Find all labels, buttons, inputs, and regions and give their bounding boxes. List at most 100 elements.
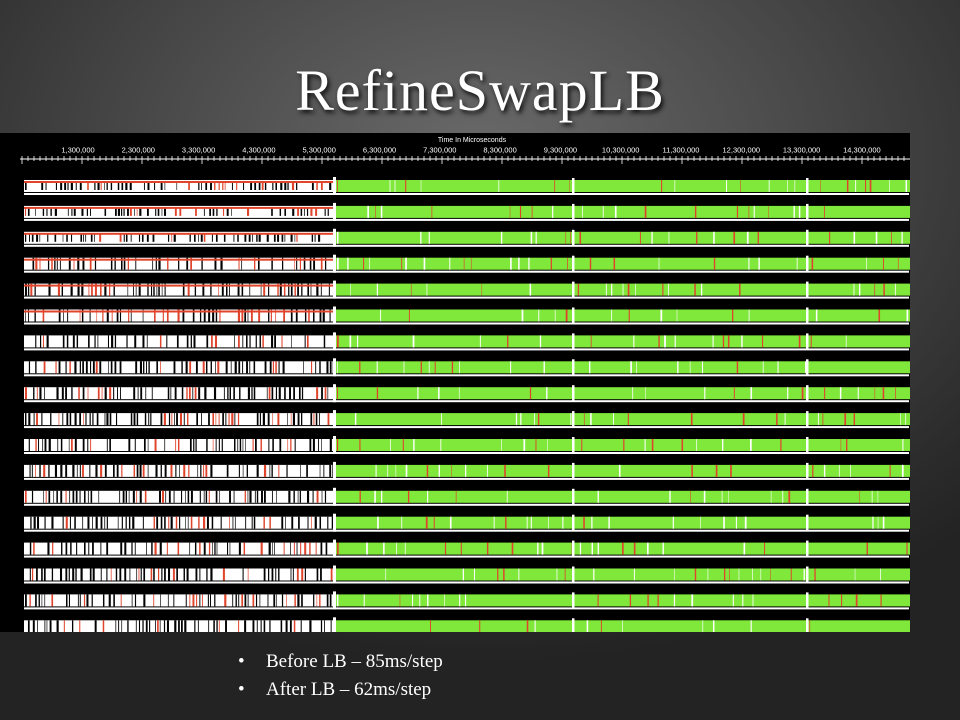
activity-stripe [166, 309, 169, 322]
activity-stripe [104, 413, 106, 426]
activity-stripe [627, 413, 629, 426]
activity-stripe [611, 309, 613, 322]
activity-stripe [249, 283, 251, 296]
activity-stripe [69, 413, 72, 426]
activity-stripe [449, 257, 451, 270]
activity-stripe [214, 335, 218, 348]
activity-stripe [185, 516, 186, 529]
before-lb-segment [24, 361, 334, 374]
activity-stripe [565, 231, 567, 244]
activity-stripe [748, 205, 750, 218]
row-separator [24, 374, 909, 377]
activity-stripe [905, 180, 908, 192]
activity-stripe [237, 283, 240, 296]
activity-stripe [146, 207, 149, 216]
activity-stripe [35, 594, 37, 607]
activity-stripe [713, 257, 716, 270]
activity-stripe [350, 283, 351, 296]
activity-stripe [99, 283, 102, 296]
activity-stripe [189, 233, 191, 242]
activity-stripe [30, 516, 32, 529]
activity-stripe [184, 620, 187, 632]
activity-stripe [646, 542, 649, 555]
activity-stripe [88, 283, 90, 296]
activity-stripe [636, 361, 638, 374]
phase-boundary [333, 617, 336, 632]
activity-stripe [647, 594, 649, 607]
activity-stripe [28, 439, 30, 451]
activity-stripe [263, 283, 266, 296]
activity-stripe [86, 594, 89, 607]
activity-stripe [244, 233, 247, 242]
phase-boundary [806, 540, 809, 557]
activity-stripe [299, 257, 301, 270]
activity-stripe [81, 283, 84, 296]
activity-stripe [651, 439, 654, 451]
activity-stripe [300, 620, 302, 632]
activity-stripe [150, 283, 153, 296]
activity-stripe [591, 516, 593, 529]
activity-stripe [44, 594, 46, 607]
activity-stripe [844, 413, 847, 426]
activity-stripe [319, 516, 322, 529]
activity-stripe [226, 283, 228, 296]
activity-stripe [130, 309, 132, 322]
activity-stripe [160, 361, 161, 374]
activity-stripe [119, 309, 122, 322]
activity-stripe [547, 439, 548, 451]
activity-stripe [272, 182, 274, 190]
activity-stripe [673, 594, 676, 607]
phase-boundary [806, 203, 809, 220]
activity-stripe [291, 516, 294, 529]
activity-stripe [316, 490, 319, 503]
activity-stripe [664, 335, 666, 348]
activity-stripe [159, 620, 161, 632]
row-separator [24, 322, 909, 325]
activity-stripe [43, 361, 46, 374]
activity-stripe [277, 413, 280, 426]
after-lb-segment [335, 205, 910, 218]
activity-stripe [110, 568, 112, 581]
activity-stripe [327, 207, 329, 216]
phase-boundary [806, 592, 809, 609]
activity-stripe [857, 387, 859, 400]
before-lb-segment [24, 387, 334, 400]
activity-stripe [164, 182, 166, 190]
processor-row [24, 513, 910, 532]
activity-stripe [853, 283, 855, 296]
activity-stripe [263, 490, 266, 503]
tick-label: 10,300,000 [602, 146, 640, 155]
activity-stripe [880, 594, 882, 607]
activity-stripe [511, 542, 514, 555]
activity-stripe [668, 283, 669, 296]
activity-stripe [321, 439, 322, 451]
activity-stripe [405, 180, 407, 192]
phase-boundary [333, 591, 336, 610]
activity-stripe [280, 182, 283, 190]
activity-stripe [121, 620, 123, 632]
activity-stripe [127, 620, 129, 632]
activity-stripe [153, 594, 155, 607]
activity-stripe [846, 180, 849, 192]
activity-stripe [33, 387, 35, 400]
activity-stripe [102, 309, 104, 322]
activity-stripe [729, 568, 730, 581]
activity-stripe [473, 568, 475, 581]
activity-stripe [823, 205, 825, 218]
activity-stripe [154, 439, 157, 451]
activity-stripe [51, 257, 53, 270]
activity-stripe [272, 542, 273, 555]
overhead-band [24, 284, 334, 287]
activity-stripe [68, 257, 71, 270]
activity-stripe [431, 205, 433, 218]
activity-stripe [728, 490, 729, 503]
activity-stripe [66, 413, 69, 426]
activity-stripe [25, 309, 26, 322]
activity-stripe [144, 490, 147, 503]
activity-stripe [253, 361, 256, 374]
activity-stripe [39, 257, 41, 270]
activity-stripe [396, 542, 398, 555]
activity-stripe [141, 233, 144, 242]
activity-stripe [87, 439, 89, 451]
activity-stripe [722, 335, 725, 348]
